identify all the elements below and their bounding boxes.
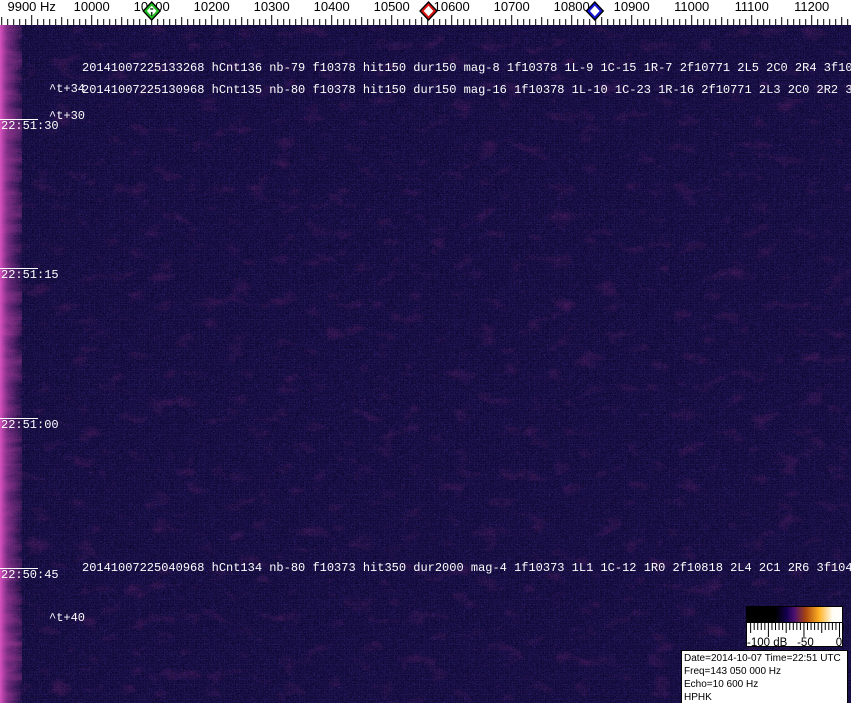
svg-text:10500: 10500 [374,0,410,14]
svg-text:9900 Hz: 9900 Hz [7,0,55,14]
svg-text:-50: -50 [797,637,814,649]
svg-text:11100: 11100 [735,0,769,14]
svg-text:-100 dB: -100 dB [747,637,788,649]
svg-text:10400: 10400 [314,0,350,14]
svg-text:0: 0 [836,637,842,649]
svg-text:10600: 10600 [434,0,470,14]
svg-text:10200: 10200 [194,0,230,14]
svg-text:10000: 10000 [74,0,110,14]
svg-text:10900: 10900 [614,0,650,14]
svg-text:10700: 10700 [494,0,530,14]
svg-text:10300: 10300 [254,0,290,14]
svg-text:10800: 10800 [554,0,590,14]
svg-text:11000: 11000 [674,0,709,14]
svg-text:11200: 11200 [794,0,829,14]
